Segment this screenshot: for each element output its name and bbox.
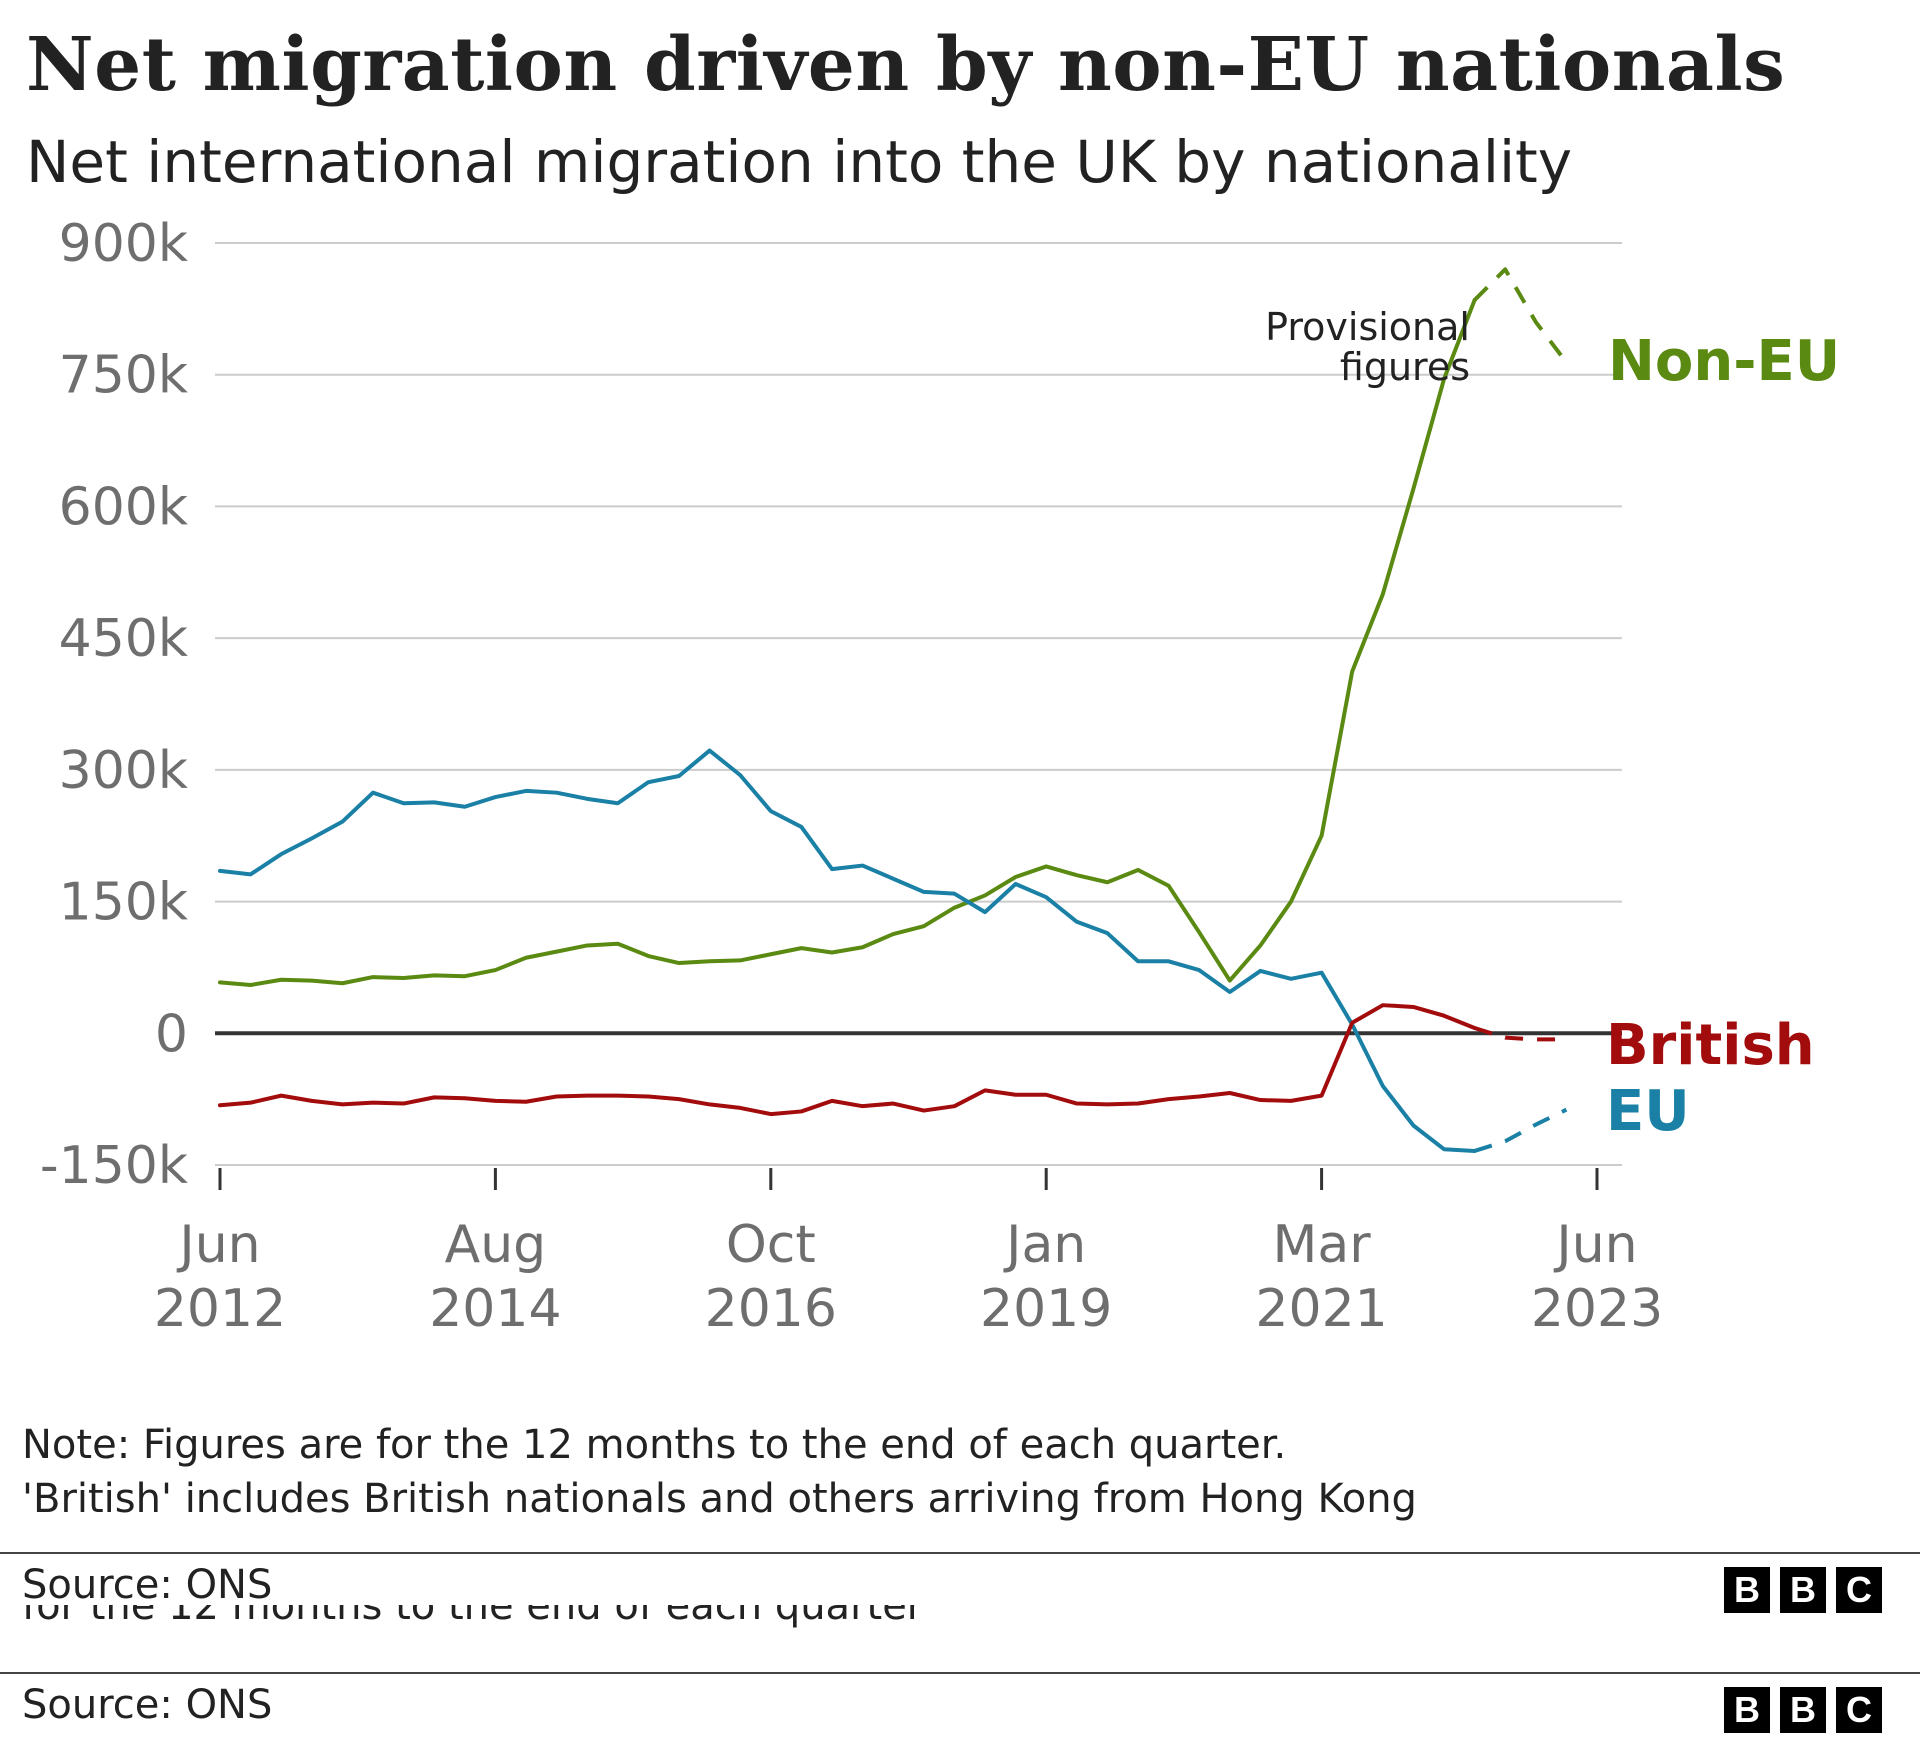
- series-line-british: [218, 1003, 1477, 1117]
- series-lines: [218, 267, 1568, 1153]
- source-label-repeat: Source: ONS: [22, 1682, 273, 1728]
- y-tick-label: 300k: [59, 741, 188, 801]
- x-tick-label-month: Jun: [176, 1215, 260, 1275]
- y-tick-label: 900k: [59, 214, 188, 274]
- x-tick-label-month: Jun: [1553, 1215, 1637, 1275]
- annotation-line-2: figures: [1340, 345, 1470, 389]
- chart-title: Net migration driven by non-EU nationals: [26, 22, 1786, 108]
- divider-top: [0, 1552, 1920, 1554]
- x-tick-label-year: 2016: [705, 1279, 837, 1339]
- note-line-1: Note: Figures are for the 12 months to t…: [22, 1422, 1287, 1468]
- y-tick-label: 0: [155, 1004, 188, 1064]
- series-line-provisional-eu: [1473, 1107, 1568, 1153]
- x-tick-label-year: 2021: [1255, 1279, 1387, 1339]
- repeated-note-text: for the 12 months to the end of each qua…: [22, 1605, 924, 1629]
- x-tick-label-year: 2012: [154, 1279, 286, 1339]
- series-line-provisional-non_eu: [1473, 267, 1568, 364]
- logo-letter: B: [1780, 1687, 1826, 1733]
- logo-letter: B: [1724, 1567, 1770, 1613]
- label-non-eu: Non-EU: [1608, 329, 1840, 394]
- bbc-logo-repeat: B B C: [1724, 1687, 1882, 1733]
- chart-subtitle: Net international migration into the UK …: [26, 128, 1573, 196]
- logo-letter: C: [1836, 1687, 1882, 1733]
- grid-lines: [215, 242, 1622, 1166]
- label-british: British: [1606, 1013, 1815, 1078]
- bbc-logo: B B C: [1724, 1567, 1882, 1613]
- y-tick-label: 750k: [59, 346, 188, 406]
- y-tick-label: -150k: [40, 1136, 188, 1196]
- x-tick-label-month: Oct: [726, 1215, 816, 1275]
- y-tick-label: 150k: [59, 873, 188, 933]
- repeated-note-fragment: for the 12 months to the end of each qua…: [22, 1605, 923, 1643]
- series-line-provisional-british: [1473, 1026, 1567, 1042]
- series-line-non_eu: [218, 298, 1477, 987]
- x-tick-label-year: 2019: [980, 1279, 1112, 1339]
- x-axis: Jun2012Aug2014Oct2016Jan2019Mar2021Jun20…: [154, 1168, 1663, 1339]
- x-tick-label-month: Jan: [1003, 1215, 1086, 1275]
- label-eu: EU: [1606, 1079, 1690, 1144]
- x-tick-label-month: Aug: [445, 1215, 547, 1275]
- source-label: Source: ONS: [22, 1562, 273, 1608]
- x-tick-label-year: 2014: [429, 1279, 561, 1339]
- x-tick-label-year: 2023: [1531, 1279, 1663, 1339]
- series-line-eu: [218, 748, 1477, 1153]
- annotation-line-1: Provisional: [1265, 305, 1470, 349]
- logo-letter: B: [1780, 1567, 1826, 1613]
- logo-letter: B: [1724, 1687, 1770, 1733]
- y-axis-tick-labels: 900k 750k 600k 450k 300k 150k 0 -150k: [40, 214, 188, 1196]
- x-tick-label-month: Mar: [1273, 1215, 1372, 1275]
- logo-letter: C: [1836, 1567, 1882, 1613]
- note-line-2: 'British' includes British nationals and…: [22, 1476, 1417, 1522]
- divider-bottom: [0, 1672, 1920, 1674]
- y-tick-label: 450k: [59, 609, 188, 669]
- y-tick-label: 600k: [59, 477, 188, 537]
